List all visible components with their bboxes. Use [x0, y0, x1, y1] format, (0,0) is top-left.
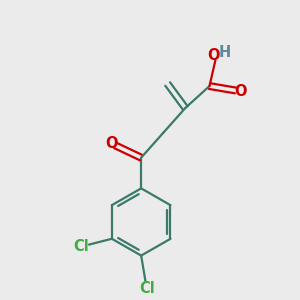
Text: O: O	[208, 48, 220, 63]
Text: O: O	[234, 83, 247, 98]
Text: O: O	[106, 136, 118, 151]
Text: H: H	[219, 45, 231, 60]
Text: Cl: Cl	[74, 238, 89, 253]
Text: Cl: Cl	[139, 281, 155, 296]
